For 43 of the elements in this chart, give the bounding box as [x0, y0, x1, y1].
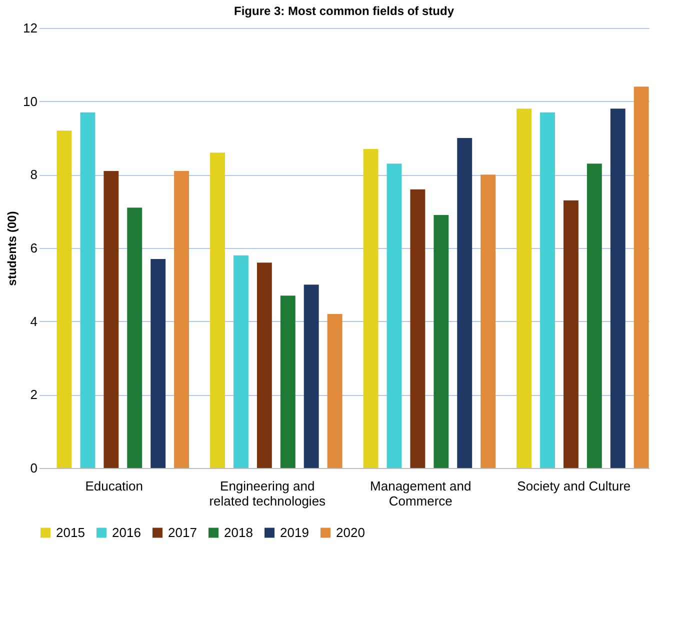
x-tick-label: Society and Culture	[517, 478, 631, 494]
bar	[480, 174, 496, 468]
bar	[234, 255, 248, 468]
bar	[363, 149, 378, 468]
chart-title: Figure 3: Most common fields of study	[234, 4, 454, 18]
bar	[563, 200, 578, 468]
y-tick-label: 4	[30, 314, 38, 329]
y-tick-label: 2	[30, 387, 38, 402]
bar	[56, 130, 72, 468]
x-tick-label: Management and Commerce	[370, 478, 472, 508]
legend-label: 2018	[224, 524, 253, 540]
y-axis-title: students (00)	[5, 211, 20, 286]
legend-label: 2016	[112, 524, 141, 540]
bar	[434, 215, 449, 468]
bar	[304, 284, 319, 468]
bar	[280, 296, 296, 468]
x-tick-label: Education	[85, 478, 144, 494]
bar	[210, 152, 225, 468]
legend-label: 2017	[168, 524, 197, 540]
x-tick-label: Engineering and related technologies	[209, 478, 326, 508]
bar	[516, 108, 532, 468]
bar	[386, 164, 402, 468]
y-tick-label: 0	[30, 460, 38, 476]
y-tick-label: 6	[30, 240, 38, 256]
legend-label: 2019	[280, 524, 309, 540]
y-tick-label: 10	[23, 94, 38, 109]
bar	[150, 259, 166, 468]
bar	[80, 112, 96, 468]
bar	[586, 164, 602, 468]
y-tick-label: 12	[23, 20, 38, 36]
bar	[540, 112, 555, 468]
legend-label: 2020	[336, 524, 365, 540]
legend-label: 2015	[56, 524, 85, 540]
y-tick-label: 8	[30, 167, 38, 182]
bar	[410, 189, 426, 468]
bar	[174, 171, 190, 468]
bar	[104, 171, 119, 468]
bar	[634, 86, 649, 468]
bar	[610, 108, 626, 468]
bar	[327, 314, 342, 468]
bar	[256, 262, 272, 468]
bar	[457, 138, 472, 468]
bar	[127, 208, 142, 468]
